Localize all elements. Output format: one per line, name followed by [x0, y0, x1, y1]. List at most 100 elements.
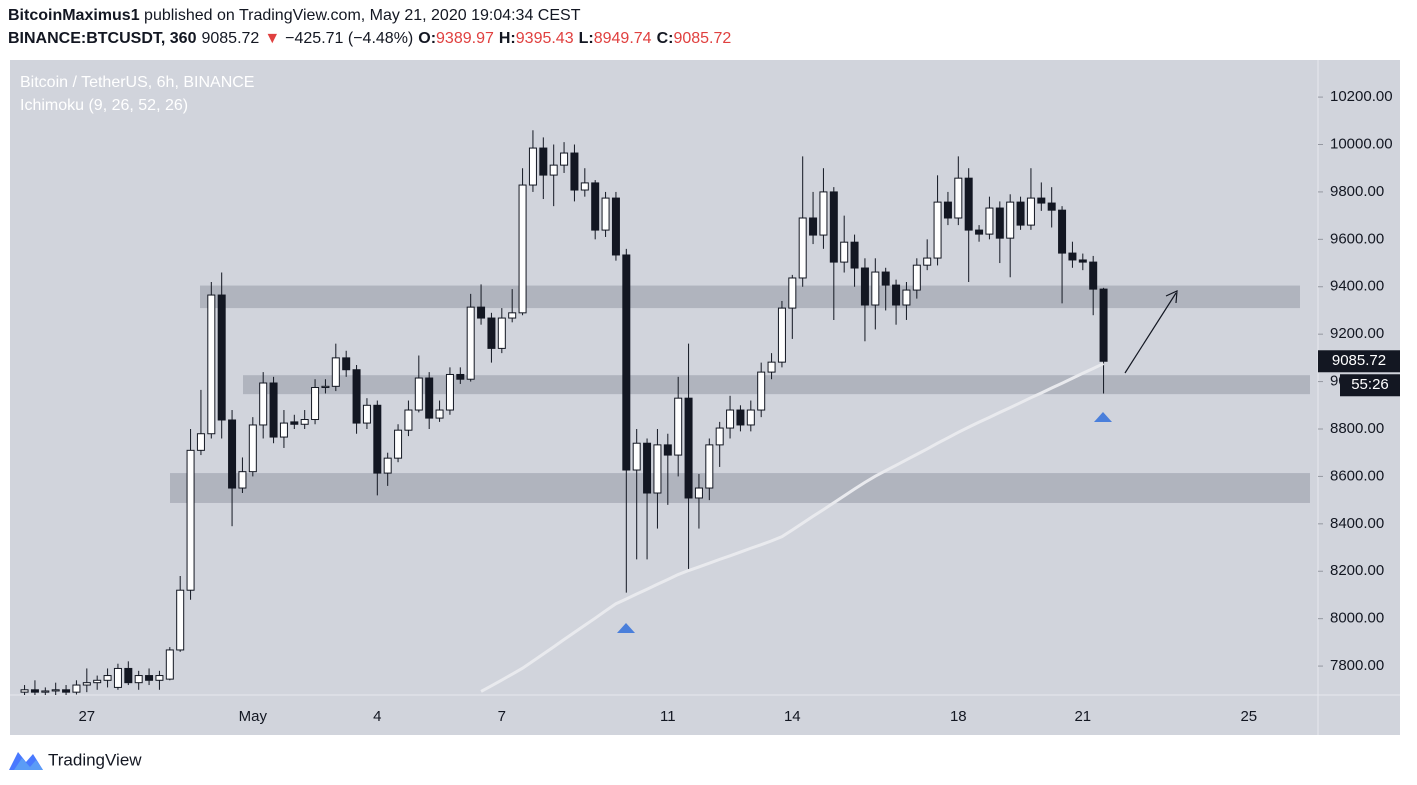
x-tick-label: 14 — [784, 708, 801, 725]
y-tick-label: 9400.00 — [1330, 278, 1384, 295]
candle-body — [20, 689, 29, 693]
zones — [170, 285, 1310, 503]
y-tick-label: 9600.00 — [1330, 230, 1384, 247]
candle-body — [383, 457, 392, 474]
candle-body — [466, 306, 475, 380]
candle-body — [757, 371, 766, 411]
candle-body — [902, 289, 911, 306]
candle-body — [985, 207, 994, 235]
candle-body — [601, 197, 610, 231]
candle-body — [964, 177, 973, 231]
chart-title: Bitcoin / TetherUS, 6h, BINANCE — [20, 74, 254, 91]
zone — [170, 473, 1310, 503]
candle-body — [736, 409, 745, 426]
y-tick-label: 8000.00 — [1330, 610, 1384, 627]
y-tick-label: 7800.00 — [1330, 657, 1384, 674]
candle-body — [82, 682, 91, 686]
countdown-label: 55:26 — [1351, 376, 1389, 393]
candle-body — [269, 382, 278, 438]
candle-body — [394, 429, 403, 459]
change: −425.71 (−4.48%) — [285, 30, 414, 47]
y-tick-label: 10000.00 — [1330, 135, 1393, 152]
y-tick-label: 8600.00 — [1330, 467, 1384, 484]
candle-body — [259, 382, 268, 426]
x-tick-label: 25 — [1240, 708, 1257, 725]
candle-body — [860, 267, 869, 306]
candle-body — [788, 277, 797, 309]
x-tick-label: 18 — [950, 708, 967, 725]
marker-triangle — [617, 623, 635, 633]
candle-body — [798, 217, 807, 279]
candle-body — [124, 667, 133, 684]
candle-body — [248, 424, 257, 473]
last-price-label: 9085.72 — [1332, 352, 1386, 369]
zone — [243, 375, 1310, 395]
candle-body — [881, 271, 890, 286]
candle-body — [207, 294, 216, 435]
countdown-box — [1340, 374, 1400, 397]
candle-body — [611, 197, 620, 256]
candle-body — [134, 675, 143, 684]
x-tick-label: 27 — [78, 708, 95, 725]
candle-body — [508, 312, 517, 319]
h-value: 9395.43 — [515, 30, 574, 47]
candle-body — [591, 182, 600, 231]
candle-body — [477, 306, 486, 319]
c-value: 9085.72 — [673, 30, 732, 47]
candle-body — [840, 241, 849, 263]
y-tick-label: 8200.00 — [1330, 562, 1384, 579]
candle-body — [217, 294, 226, 421]
candle-body — [809, 217, 818, 236]
y-tick-label: 9800.00 — [1330, 183, 1384, 200]
c-label: C: — [656, 30, 674, 47]
candle-body — [1068, 252, 1077, 261]
candle-body — [580, 182, 589, 191]
candle-body — [746, 409, 755, 426]
candle-body — [72, 684, 81, 693]
candle-body — [1026, 197, 1035, 226]
x-tick-label: 21 — [1074, 708, 1091, 725]
marker-triangle — [1094, 412, 1112, 422]
candle-body — [176, 589, 185, 651]
candle-body — [850, 241, 859, 269]
candle-body — [777, 307, 786, 363]
candle-body — [871, 271, 880, 306]
symbol: BINANCE:BTCUSDT, 360 — [8, 30, 197, 47]
candle-body — [632, 442, 641, 471]
candle-body — [414, 377, 423, 411]
arrow-head — [1165, 290, 1178, 304]
zone — [200, 285, 1300, 309]
candle-body — [726, 409, 735, 429]
footer-brand: TradingView — [48, 750, 142, 769]
candle-body — [674, 397, 683, 456]
candle-body — [445, 373, 454, 411]
candle-body — [51, 689, 60, 692]
candle-body — [497, 317, 506, 349]
candle-body — [1058, 209, 1067, 254]
candle-body — [321, 385, 330, 389]
candle-body — [1037, 197, 1046, 204]
x-tick-label: 11 — [660, 708, 676, 725]
candle-body — [892, 284, 901, 306]
candle-body — [539, 147, 548, 176]
candle-body — [279, 422, 288, 438]
candle-body — [238, 471, 247, 489]
candle-body — [186, 449, 195, 591]
candle-body — [995, 207, 1004, 239]
o-value: 9389.97 — [436, 30, 494, 47]
candle-body — [912, 264, 921, 291]
candle-body — [829, 191, 838, 263]
candle-body — [975, 229, 984, 235]
candle-body — [362, 404, 371, 424]
moving-average — [480, 362, 1105, 693]
candle-body — [767, 361, 776, 373]
l-value: 8949.74 — [593, 30, 652, 47]
candle-body — [933, 201, 942, 259]
candle-body — [30, 689, 39, 693]
candle-body — [663, 444, 672, 456]
candle-body — [155, 675, 164, 681]
candle-body — [113, 667, 122, 688]
last-price-box — [1318, 350, 1400, 373]
